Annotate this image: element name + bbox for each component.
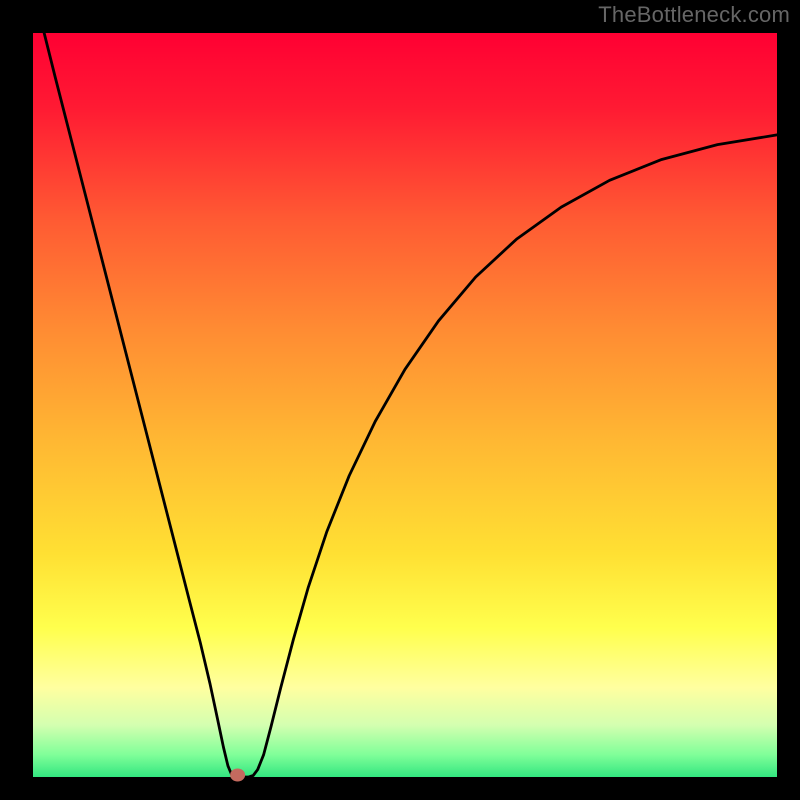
plot-background <box>33 33 777 777</box>
chart-container: TheBottleneck.com <box>0 0 800 800</box>
minimum-marker <box>231 769 245 781</box>
watermark-text: TheBottleneck.com <box>598 2 790 28</box>
bottleneck-curve-chart <box>0 0 800 800</box>
